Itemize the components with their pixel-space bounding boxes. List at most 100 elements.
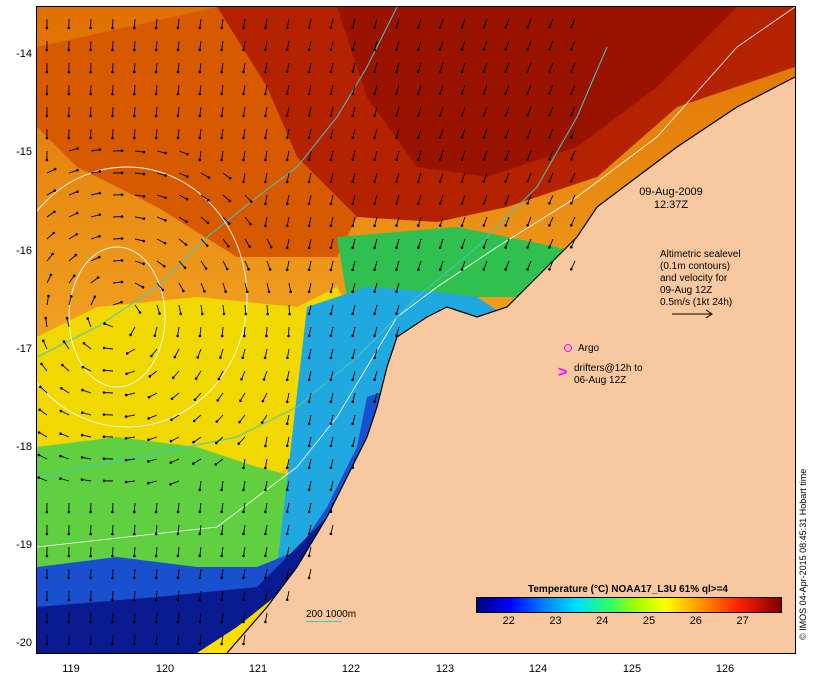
velocity-arrow bbox=[286, 502, 290, 512]
velocity-arrow-head bbox=[220, 48, 223, 52]
velocity-arrow-head bbox=[438, 158, 442, 161]
velocity-arrow-head bbox=[154, 642, 158, 646]
velocity-arrow-head bbox=[164, 174, 167, 177]
velocity-arrow-head bbox=[482, 268, 486, 271]
velocity-arrow-head bbox=[289, 290, 292, 294]
velocity-arrow-head bbox=[215, 420, 219, 423]
velocity-arrow bbox=[66, 318, 70, 328]
velocity-arrow bbox=[103, 392, 114, 394]
velocity-arrow-head bbox=[373, 224, 376, 227]
velocity-arrow-head bbox=[504, 224, 508, 227]
velocity-arrow bbox=[112, 524, 114, 535]
velocity-arrow bbox=[222, 304, 225, 314]
velocity-arrow-head bbox=[176, 554, 180, 558]
velocity-arrow bbox=[134, 172, 144, 175]
velocity-arrow-head bbox=[179, 312, 182, 316]
velocity-arrow-head bbox=[504, 180, 508, 183]
velocity-arrow bbox=[439, 150, 444, 160]
velocity-arrow-head bbox=[39, 385, 42, 389]
velocity-arrow bbox=[264, 546, 268, 556]
velocity-arrow-head bbox=[242, 466, 245, 470]
sst-map[interactable] bbox=[36, 6, 796, 654]
velocity-arrow bbox=[308, 568, 312, 578]
velocity-arrow bbox=[264, 348, 268, 358]
velocity-arrow bbox=[155, 612, 158, 623]
velocity-arrow-head bbox=[285, 268, 289, 272]
velocity-arrow bbox=[148, 414, 158, 419]
velocity-arrow bbox=[264, 216, 268, 226]
velocity-arrow bbox=[177, 40, 180, 50]
velocity-arrow bbox=[155, 18, 158, 29]
argo-legend: Argo bbox=[564, 343, 599, 354]
velocity-arrow bbox=[243, 40, 246, 50]
velocity-arrow bbox=[396, 238, 400, 248]
velocity-arrow-head bbox=[482, 224, 486, 227]
velocity-arrow-head bbox=[120, 237, 124, 240]
velocity-arrow bbox=[243, 84, 246, 94]
velocity-arrow-head bbox=[307, 70, 311, 74]
velocity-arrow-head bbox=[460, 92, 464, 95]
velocity-arrow-head bbox=[307, 378, 311, 382]
velocity-arrow bbox=[286, 590, 290, 600]
velocity-arrow bbox=[104, 347, 114, 350]
velocity-arrow-head bbox=[45, 158, 49, 162]
velocity-arrow-head bbox=[307, 246, 311, 250]
sst-map-canvas bbox=[37, 7, 795, 653]
velocity-arrow-head bbox=[80, 456, 84, 459]
velocity-arrow-head bbox=[329, 488, 333, 492]
velocity-arrow bbox=[439, 18, 444, 28]
velocity-arrow bbox=[68, 148, 78, 152]
velocity-arrow-head bbox=[329, 466, 333, 470]
velocity-arrow bbox=[374, 194, 378, 204]
lat-tick: -20 bbox=[16, 637, 32, 649]
velocity-arrow bbox=[218, 370, 224, 380]
velocity-arrow bbox=[155, 106, 158, 117]
velocity-arrow-head bbox=[198, 136, 202, 140]
velocity-arrow-head bbox=[198, 48, 202, 52]
velocity-arrow bbox=[527, 62, 532, 72]
velocity-arrow-head bbox=[242, 48, 245, 52]
velocity-arrow-head bbox=[164, 196, 167, 200]
velocity-arrow bbox=[90, 296, 96, 306]
velocity-arrow bbox=[134, 260, 144, 265]
velocity-arrow-head bbox=[76, 147, 79, 150]
velocity-arrow bbox=[148, 480, 158, 484]
velocity-arrow-head bbox=[373, 92, 376, 95]
velocity-arrow bbox=[461, 260, 466, 270]
velocity-arrow-head bbox=[67, 576, 71, 580]
velocity-arrow-head bbox=[120, 280, 124, 284]
velocity-arrow bbox=[240, 392, 246, 401]
velocity-arrow bbox=[221, 634, 224, 644]
velocity-arrow bbox=[134, 150, 144, 153]
velocity-arrow bbox=[170, 436, 180, 442]
temperature-colorbar: Temperature (°C) NOAA17_L3U 61% ql>=4 22… bbox=[476, 584, 782, 627]
velocity-arrow-head bbox=[220, 554, 223, 558]
velocity-arrow bbox=[82, 456, 92, 460]
velocity-arrow bbox=[243, 326, 246, 337]
velocity-arrow bbox=[527, 216, 532, 226]
velocity-arrow bbox=[126, 436, 136, 439]
velocity-arrow bbox=[461, 84, 466, 94]
velocity-arrow-head bbox=[264, 488, 267, 492]
velocity-arrow bbox=[308, 84, 312, 94]
velocity-arrow bbox=[199, 612, 202, 622]
velocity-arrow bbox=[221, 84, 224, 94]
velocity-arrow-head bbox=[111, 642, 114, 646]
contour-legend: 200 1000m bbox=[306, 609, 356, 622]
velocity-arrow bbox=[221, 524, 224, 534]
velocity-arrow bbox=[527, 40, 532, 50]
velocity-arrow bbox=[352, 436, 356, 446]
velocity-arrow-head bbox=[504, 70, 508, 73]
velocity-arrow bbox=[38, 432, 48, 438]
velocity-arrow bbox=[82, 434, 92, 438]
velocity-arrow-head bbox=[45, 532, 49, 536]
velocity-arrow bbox=[221, 480, 224, 490]
velocity-arrow-head bbox=[53, 189, 57, 192]
velocity-arrow bbox=[286, 568, 290, 578]
velocity-arrow bbox=[90, 235, 100, 240]
velocity-arrow-head bbox=[373, 356, 376, 360]
velocity-arrow-head bbox=[504, 136, 508, 139]
velocity-arrow-head bbox=[198, 488, 202, 492]
velocity-arrow-head bbox=[67, 620, 71, 624]
velocity-arrow-head bbox=[37, 476, 40, 479]
